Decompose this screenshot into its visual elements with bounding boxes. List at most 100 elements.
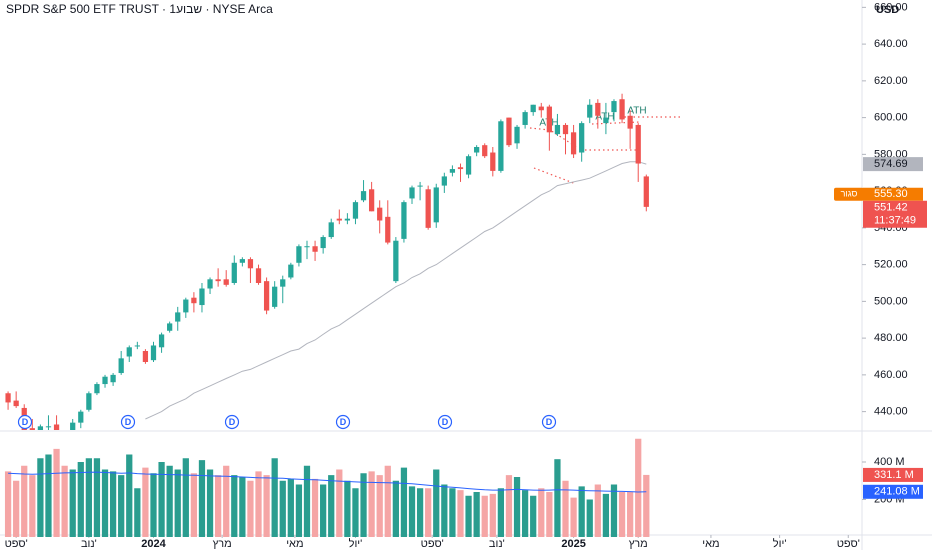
volume-bar: [618, 492, 626, 537]
candle-body: [385, 216, 391, 243]
volume-bar: [287, 478, 294, 537]
dividend-label: D: [340, 417, 347, 427]
volume-bar: [513, 477, 521, 537]
volume-bar: [602, 493, 610, 537]
candle-body: [474, 147, 480, 153]
previous-close-tag-box: [834, 187, 864, 201]
volume-bar: [215, 475, 222, 537]
volume-bar: [101, 469, 109, 537]
y-tick-label: 460.00: [874, 369, 908, 381]
candle-body: [570, 132, 577, 155]
volume-bar: [271, 458, 278, 537]
candle-body: [320, 237, 326, 249]
candle-body: [70, 422, 76, 430]
x-tick-label: מרץ: [629, 538, 648, 550]
last-price-label: 551.42: [874, 202, 908, 214]
y-tick-label: 660.00: [874, 1, 908, 13]
x-tick-label: מאי: [286, 538, 303, 550]
candle-body: [231, 262, 237, 283]
volume-bar: [109, 471, 117, 537]
sma-price-box: [863, 157, 923, 172]
volume-bar: [206, 469, 214, 537]
volume-ma-box: [863, 484, 923, 499]
volume-bar: [336, 469, 343, 537]
price-pane: [5, 93, 649, 430]
last-price-box: [863, 200, 927, 228]
candle-body: [78, 411, 84, 423]
volume-bar: [53, 448, 60, 537]
volume-bar: [21, 465, 28, 537]
x-tick-label: ספט': [837, 538, 860, 550]
volume-bar: [473, 492, 480, 537]
volume-bar: [635, 438, 642, 537]
candle-body: [360, 191, 367, 201]
candle-body: [150, 345, 157, 361]
candle-body: [611, 101, 617, 113]
volume-bar: [400, 467, 408, 537]
candle-body: [635, 124, 641, 164]
volume-bar: [29, 475, 36, 537]
candle-body: [158, 334, 165, 348]
volume-bar: [263, 475, 270, 537]
candle-body: [118, 358, 124, 374]
volume-bar: [247, 480, 254, 537]
candle-body: [175, 312, 181, 322]
x-tick-label: יול': [349, 537, 363, 550]
candle-body: [94, 384, 100, 394]
candle-body: [37, 426, 44, 430]
candle-body: [643, 176, 649, 207]
volume-bar: [368, 471, 375, 537]
candle-body: [199, 288, 205, 306]
currency: USD: [876, 4, 899, 16]
candle-body: [506, 117, 512, 146]
candle-body: [425, 189, 431, 228]
volume-bar: [594, 484, 601, 537]
y-tick-label: 520.00: [874, 259, 908, 271]
volume-bar: [425, 488, 432, 537]
candle-body: [377, 207, 383, 221]
y-tick-label: 600.00: [874, 112, 908, 124]
candle-body: [579, 123, 585, 153]
previous-close-tag: סגור: [841, 189, 858, 199]
candle-body: [5, 393, 11, 403]
candle-body: [53, 424, 60, 430]
volume-bar: [328, 475, 335, 537]
annotation: ATH: [627, 106, 646, 117]
dividend-label: D: [125, 417, 132, 427]
y-tick-label: 640.00: [874, 38, 908, 50]
candle-body: [304, 246, 310, 248]
candle-body: [546, 106, 552, 133]
y-tick-label: 500.00: [874, 295, 908, 307]
candle-body: [328, 222, 334, 238]
candle-body: [538, 106, 544, 111]
volume-tick-label: 400 M: [874, 456, 905, 468]
candle-body: [514, 126, 520, 144]
volume-bar: [441, 484, 448, 537]
volume-bar: [586, 499, 593, 537]
volume-bar: [295, 484, 303, 537]
volume-last-box: [863, 467, 923, 482]
volume-bar: [158, 462, 165, 537]
dividend-marker: [335, 414, 351, 430]
volume-bar: [142, 467, 149, 537]
candle-body: [482, 145, 488, 157]
volume-bar: [489, 493, 496, 537]
x-tick-label: ספט': [5, 538, 28, 550]
volume-ma-line: [8, 471, 647, 493]
previous-close-box: [863, 187, 923, 201]
volume-bar: [279, 480, 286, 537]
volume-last-label: 331.1 M: [874, 469, 914, 481]
x-tick-label: מאי: [702, 538, 719, 550]
candle-body: [490, 152, 496, 171]
volume-bar: [77, 462, 84, 537]
candle-body: [296, 246, 302, 263]
candle-body: [102, 376, 108, 385]
x-tick-label: 2024: [141, 538, 166, 550]
dividend-marker: [17, 414, 33, 430]
volume-bar: [416, 488, 424, 537]
sma-line: [145, 161, 647, 420]
sma-price-label: 574.69: [874, 158, 908, 170]
candle-body: [126, 347, 132, 357]
volume-bar: [578, 486, 585, 537]
